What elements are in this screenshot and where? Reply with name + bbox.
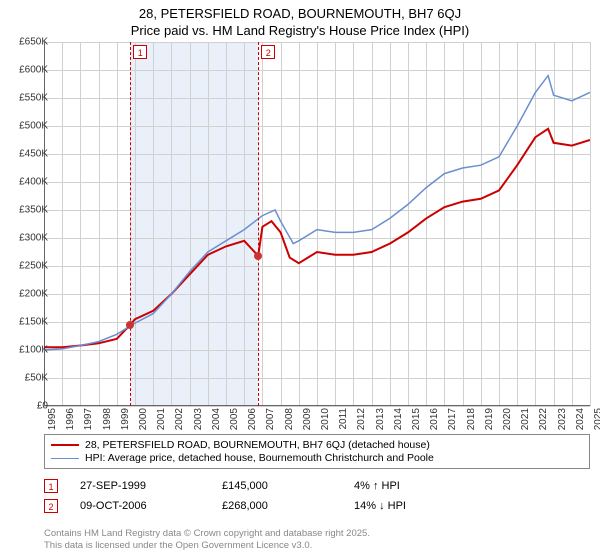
event-row-pct: 4% ↑ HPI <box>354 480 474 492</box>
y-tick-label: £600K <box>19 65 48 76</box>
event-row-pct: 14% ↓ HPI <box>354 500 474 512</box>
x-tick-label: 1996 <box>65 408 76 430</box>
x-tick-label: 2018 <box>466 408 477 430</box>
footnote-line2: This data is licensed under the Open Gov… <box>44 540 590 552</box>
chart-title-line1: 28, PETERSFIELD ROAD, BOURNEMOUTH, BH7 6… <box>0 6 600 23</box>
x-tick-label: 2003 <box>193 408 204 430</box>
x-tick-label: 2025 <box>593 408 600 430</box>
x-tick-label: 2010 <box>320 408 331 430</box>
legend-item: HPI: Average price, detached house, Bour… <box>51 452 583 464</box>
event-row-price: £145,000 <box>222 480 332 492</box>
event-badge-1: 1 <box>133 45 147 59</box>
x-tick-label: 2021 <box>520 408 531 430</box>
y-tick-label: £500K <box>19 121 48 132</box>
x-tick-label: 2002 <box>174 408 185 430</box>
x-tick-label: 2000 <box>138 408 149 430</box>
event-badge-2: 2 <box>261 45 275 59</box>
y-tick-label: £100K <box>19 345 48 356</box>
event-line-2 <box>258 42 259 406</box>
event-dot <box>126 321 134 329</box>
event-row-date: 09-OCT-2006 <box>80 500 200 512</box>
legend-swatch <box>51 458 79 459</box>
footnote-line1: Contains HM Land Registry data © Crown c… <box>44 528 590 540</box>
x-tick-label: 2007 <box>265 408 276 430</box>
x-tick-label: 2011 <box>338 408 349 430</box>
x-tick-label: 2016 <box>429 408 440 430</box>
y-tick-label: £150K <box>19 317 48 328</box>
series-price_paid <box>44 129 590 347</box>
event-row: 2 09-OCT-2006 £268,000 14% ↓ HPI <box>44 496 590 516</box>
y-tick-label: £350K <box>19 205 48 216</box>
event-row-date: 27-SEP-1999 <box>80 480 200 492</box>
x-tick-label: 2015 <box>411 408 422 430</box>
event-row-badge: 1 <box>44 479 58 493</box>
event-dot <box>254 252 262 260</box>
x-tick-label: 1998 <box>102 408 113 430</box>
x-tick-label: 2017 <box>447 408 458 430</box>
y-tick-label: £250K <box>19 261 48 272</box>
x-tick-label: 2014 <box>393 408 404 430</box>
x-tick-label: 2005 <box>229 408 240 430</box>
x-tick-label: 2001 <box>156 408 167 430</box>
x-tick-label: 2022 <box>538 408 549 430</box>
x-tick-label: 1999 <box>120 408 131 430</box>
y-tick-label: £550K <box>19 93 48 104</box>
footnote: Contains HM Land Registry data © Crown c… <box>44 528 590 553</box>
x-tick-label: 2012 <box>356 408 367 430</box>
y-tick-label: £450K <box>19 149 48 160</box>
x-tick-label: 2024 <box>575 408 586 430</box>
legend-item: 28, PETERSFIELD ROAD, BOURNEMOUTH, BH7 6… <box>51 439 583 451</box>
y-tick-label: £200K <box>19 289 48 300</box>
x-tick-label: 2008 <box>284 408 295 430</box>
y-tick-label: £300K <box>19 233 48 244</box>
legend-label: HPI: Average price, detached house, Bour… <box>85 452 434 464</box>
y-tick-label: £0 <box>37 401 48 412</box>
x-tick-label: 2019 <box>484 408 495 430</box>
y-tick-label: £650K <box>19 37 48 48</box>
chart-title-line2: Price paid vs. HM Land Registry's House … <box>0 23 600 40</box>
event-row-price: £268,000 <box>222 500 332 512</box>
chart-area: 12 1995199619971998199920002001200220032… <box>44 42 590 426</box>
legend-swatch <box>51 444 79 446</box>
legend: 28, PETERSFIELD ROAD, BOURNEMOUTH, BH7 6… <box>44 434 590 469</box>
x-tick-label: 2023 <box>557 408 568 430</box>
y-tick-label: £400K <box>19 177 48 188</box>
event-row: 1 27-SEP-1999 £145,000 4% ↑ HPI <box>44 476 590 496</box>
x-tick-label: 2013 <box>375 408 386 430</box>
chart-lines <box>44 42 590 406</box>
events-table: 1 27-SEP-1999 £145,000 4% ↑ HPI 2 09-OCT-2006… <box>44 476 590 516</box>
legend-label: 28, PETERSFIELD ROAD, BOURNEMOUTH, BH7 6… <box>85 439 430 451</box>
x-tick-label: 1997 <box>83 408 94 430</box>
series-hpi <box>44 76 590 350</box>
event-line-1 <box>130 42 131 406</box>
event-row-badge: 2 <box>44 499 58 513</box>
x-tick-label: 2004 <box>211 408 222 430</box>
x-tick-label: 2006 <box>247 408 258 430</box>
x-tick-label: 2020 <box>502 408 513 430</box>
x-tick-label: 2009 <box>302 408 313 430</box>
x-tick-label: 1995 <box>47 408 58 430</box>
y-tick-label: £50K <box>25 373 48 384</box>
